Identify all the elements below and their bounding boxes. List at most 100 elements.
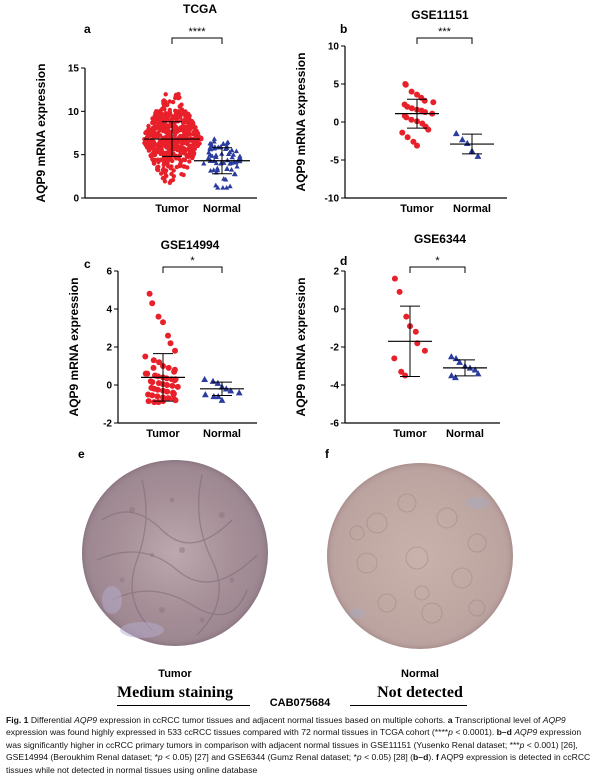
tumor-point bbox=[185, 165, 190, 170]
significance-bracket bbox=[416, 37, 473, 44]
tumor-point bbox=[162, 107, 167, 112]
chart-gse11151: -10 -5 0 5 10 AQP9 mRNA expression Tumor Normal… bbox=[0, 0, 598, 232]
tumor-point bbox=[412, 328, 419, 335]
normal-point bbox=[215, 185, 221, 190]
gene-name: AQP9 bbox=[514, 727, 538, 738]
normal-point bbox=[210, 393, 218, 400]
tumor-point bbox=[159, 171, 164, 176]
tumor-label: Tumor bbox=[158, 668, 192, 680]
caption-text: expression was found highly expressed in… bbox=[6, 727, 449, 738]
tumor-point bbox=[156, 134, 161, 139]
tumor-tissue-image bbox=[82, 460, 268, 646]
tumor-point bbox=[167, 180, 172, 185]
tumor-point bbox=[161, 151, 167, 156]
tumor-point bbox=[391, 275, 398, 282]
tumor-point bbox=[161, 102, 167, 107]
normal-point bbox=[224, 185, 230, 190]
tumor-point bbox=[162, 123, 167, 128]
tumor-point bbox=[153, 111, 158, 116]
tumor-point bbox=[156, 121, 161, 127]
normal-point bbox=[206, 149, 212, 155]
chart-gse14994: -2 0 2 4 6 AQP9 mRNA expression Tumor Normal * bbox=[0, 0, 300, 440]
caption-text: < 0.05) [27] and GSE6344 (Gumz Renal dat… bbox=[162, 752, 357, 763]
x-tick-label: Normal bbox=[203, 428, 241, 440]
normal-point bbox=[474, 152, 482, 159]
panel-title: GSE6344 bbox=[413, 232, 467, 246]
tumor-point bbox=[155, 313, 162, 320]
y-tick-label: 6 bbox=[106, 267, 112, 278]
tumor-point bbox=[391, 355, 398, 362]
tumor-point bbox=[162, 179, 168, 184]
tumor-point bbox=[155, 399, 162, 406]
tumor-point bbox=[399, 129, 406, 136]
tumor-point bbox=[146, 290, 153, 297]
y-tick-label: 10 bbox=[68, 107, 80, 118]
tumor-point bbox=[165, 332, 171, 339]
tumor-point bbox=[403, 114, 410, 121]
tissue-texture bbox=[349, 493, 489, 624]
tumor-point bbox=[166, 158, 171, 163]
tumor-point bbox=[172, 145, 178, 151]
normal-point bbox=[232, 171, 238, 177]
normal-point bbox=[211, 136, 217, 141]
tumor-point bbox=[146, 131, 151, 137]
caption-text: < 0.001) [26], GSE14994 (Beroukhim Renal… bbox=[6, 739, 578, 763]
tumor-point bbox=[181, 130, 187, 135]
tumor-point bbox=[147, 147, 152, 152]
tumor-point bbox=[174, 164, 179, 170]
tumor-point bbox=[156, 130, 161, 135]
tumor-point bbox=[177, 104, 183, 110]
caption-text: ). bbox=[428, 752, 436, 763]
tissue-texture bbox=[96, 474, 258, 638]
tumor-point bbox=[164, 382, 170, 388]
tumor-point bbox=[156, 159, 161, 165]
tumor-point bbox=[402, 81, 409, 88]
tumor-point bbox=[179, 172, 184, 177]
tumor-point bbox=[158, 142, 164, 147]
tumor-point bbox=[408, 116, 415, 123]
normal-point bbox=[211, 138, 217, 144]
y-axis-label: AQP9 mRNA expression bbox=[34, 64, 48, 203]
normal-point bbox=[224, 143, 230, 149]
tumor-point bbox=[414, 91, 420, 98]
panel-title: TCGA bbox=[183, 2, 217, 16]
tumor-point bbox=[155, 146, 161, 151]
normal-point bbox=[458, 136, 466, 143]
normal-point bbox=[234, 163, 240, 169]
tumor-point bbox=[178, 115, 183, 120]
tumor-point bbox=[174, 119, 179, 124]
caption-text: Transcriptional level of bbox=[452, 715, 543, 725]
tumor-point bbox=[199, 136, 204, 142]
x-tick-label: Tumor bbox=[155, 203, 189, 215]
tumor-point bbox=[150, 357, 157, 364]
normal-tissue-image bbox=[327, 463, 513, 649]
tumor-point bbox=[165, 102, 170, 107]
normal-point bbox=[224, 140, 230, 146]
caption-panel-ref: b–d bbox=[413, 752, 429, 763]
x-tick-label: Normal bbox=[446, 428, 484, 440]
tumor-point bbox=[161, 98, 167, 103]
tumor-point bbox=[151, 399, 158, 406]
normal-point bbox=[214, 165, 220, 171]
p-symbol: p bbox=[448, 727, 453, 738]
normal-point bbox=[224, 166, 230, 171]
normal-point bbox=[201, 375, 209, 383]
significance-label: * bbox=[190, 255, 195, 267]
significance-bracket bbox=[409, 266, 466, 273]
significance-label: *** bbox=[438, 26, 452, 38]
tumor-point bbox=[169, 382, 176, 389]
tumor-point bbox=[182, 146, 187, 151]
normal-label: Normal bbox=[401, 668, 439, 680]
tumor-point bbox=[165, 123, 170, 129]
tumor-point bbox=[183, 125, 188, 130]
tumor-point bbox=[154, 393, 161, 400]
panel-letter: f bbox=[325, 447, 329, 461]
tumor-point bbox=[191, 150, 197, 156]
tumor-point bbox=[408, 88, 415, 95]
y-tick-label: 2 bbox=[106, 343, 112, 354]
y-tick-label: 5 bbox=[73, 150, 79, 161]
tumor-point bbox=[181, 133, 186, 138]
caption-text: < 0.0001). bbox=[452, 727, 497, 738]
y-tick-label: -10 bbox=[325, 194, 340, 205]
panel-letter: d bbox=[340, 254, 348, 268]
